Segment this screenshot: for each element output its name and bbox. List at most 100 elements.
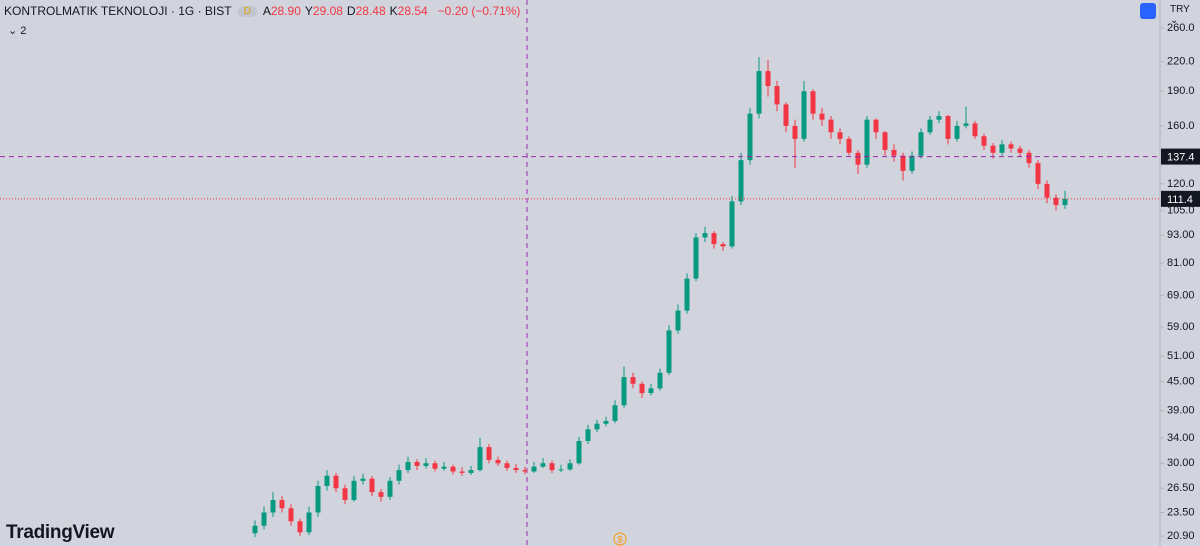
currency-label: TRY <box>1170 4 1190 15</box>
settings-button[interactable] <box>1140 3 1156 19</box>
candle-body <box>918 132 924 156</box>
candle-body <box>1053 197 1059 206</box>
y-tick-label: 69.00 <box>1167 289 1195 301</box>
candle-body <box>900 155 906 171</box>
legend-value: 28.48 <box>355 4 386 18</box>
candle-body <box>369 478 375 493</box>
y-tick-label: 39.00 <box>1167 404 1195 416</box>
candle-body <box>891 149 897 156</box>
candle-body <box>864 119 870 165</box>
logo[interactable]: TradingView <box>6 522 115 544</box>
y-tick-label: 190.0 <box>1167 85 1195 97</box>
candle-body <box>684 278 690 311</box>
candle-body <box>342 488 348 501</box>
candle-body <box>621 377 627 406</box>
candle-body <box>756 71 762 114</box>
candle-body <box>540 463 546 467</box>
candle-body <box>1062 198 1068 206</box>
candle-body <box>522 470 528 472</box>
y-tick-label: 160.0 <box>1167 120 1195 132</box>
candle-body <box>1026 152 1032 164</box>
crosshair-price-box <box>1161 148 1200 165</box>
candle-body <box>693 237 699 279</box>
candle-body <box>252 525 258 534</box>
y-tick-label: 30.00 <box>1167 457 1195 469</box>
candle-body <box>405 461 411 471</box>
candle-body <box>378 492 384 497</box>
candle-body <box>333 475 339 489</box>
header: KONTROLMATIK TEKNOLOJI · 1G · BIST D A28… <box>4 4 520 18</box>
candle-body <box>720 244 726 247</box>
symbol-title[interactable]: KONTROLMATIK TEKNOLOJI · 1G · BIST <box>4 4 232 18</box>
logo-text: TradingView <box>6 522 115 543</box>
candle-body <box>774 86 780 105</box>
y-tick-label: 26.50 <box>1167 482 1195 494</box>
crosshair-price-label: 137.4 <box>1167 151 1195 163</box>
candle-body <box>549 463 555 471</box>
y-tick-label: 51.00 <box>1167 350 1195 362</box>
candle-body <box>990 145 996 153</box>
candle-body <box>261 512 267 526</box>
candle-body <box>702 233 708 238</box>
candle-body <box>909 155 915 171</box>
candle-body <box>936 116 942 120</box>
candle-body <box>666 330 672 373</box>
candle-body <box>315 486 321 513</box>
candle-body <box>450 466 456 472</box>
y-tick-label: 34.00 <box>1167 432 1195 444</box>
candle-body <box>603 421 609 424</box>
candle-body <box>999 144 1005 153</box>
candle-body <box>423 463 429 466</box>
candle-body <box>351 480 357 501</box>
currency[interactable]: TRY ⌄ <box>1170 4 1190 26</box>
legend-value: 29.08 <box>312 4 343 18</box>
candle-body <box>846 138 852 153</box>
legend-value: 28.90 <box>270 4 301 18</box>
candle-body <box>441 466 447 469</box>
candle-body <box>792 125 798 139</box>
candle-body <box>576 441 582 464</box>
candle-body <box>1035 163 1041 184</box>
candle-body <box>828 119 834 133</box>
candle-body <box>963 123 969 126</box>
y-tick-label: 20.90 <box>1167 530 1195 542</box>
y-tick-label: 81.00 <box>1167 257 1195 269</box>
candle-body <box>1044 183 1050 198</box>
candle-body <box>954 125 960 139</box>
candle-body <box>747 113 753 161</box>
candle-body <box>477 447 483 471</box>
candle-body <box>648 388 654 394</box>
candle-body <box>513 468 519 471</box>
candle-body <box>495 459 501 464</box>
candle-body <box>810 91 816 114</box>
candle-body <box>639 383 645 394</box>
candle-body <box>297 521 303 533</box>
y-tick-label: 260.0 <box>1167 22 1195 34</box>
candle-body <box>468 470 474 473</box>
y-tick-label: 120.0 <box>1167 178 1195 190</box>
candle-body <box>288 508 294 522</box>
indicator-toggle[interactable]: ⌄ 2 <box>8 25 27 37</box>
candle-body <box>585 429 591 442</box>
candle-body <box>711 233 717 245</box>
candle-body <box>738 160 744 202</box>
y-tick-label: 45.00 <box>1167 375 1195 387</box>
candle-body <box>873 119 879 133</box>
candle-body <box>387 480 393 497</box>
candle-body <box>594 423 600 430</box>
candle-body <box>432 463 438 469</box>
event-icon[interactable] <box>613 532 627 546</box>
last-price-label: 111.4 <box>1167 194 1193 206</box>
legend-value: 28.54 <box>397 4 428 18</box>
y-tick-label: 23.50 <box>1167 506 1195 518</box>
candle-body <box>396 470 402 481</box>
y-tick-label: 93.00 <box>1167 229 1195 241</box>
candle-body <box>783 104 789 126</box>
candle-body <box>837 132 843 139</box>
candle-body <box>504 463 510 469</box>
candle-body <box>675 310 681 331</box>
legend-key: K <box>389 4 398 18</box>
candle-body <box>324 475 330 487</box>
